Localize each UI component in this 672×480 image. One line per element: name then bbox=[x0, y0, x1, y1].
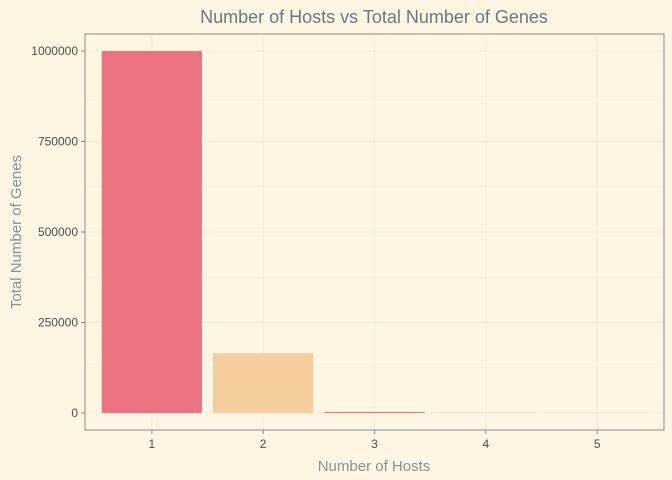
bar-1 bbox=[101, 51, 202, 413]
bars bbox=[101, 51, 648, 413]
x-axis-ticks: 1 2 3 4 5 bbox=[148, 430, 601, 451]
bar-2 bbox=[213, 353, 314, 413]
y-axis-ticks: 0 250000 500000 750000 1000000 bbox=[31, 44, 85, 420]
y-tick-label: 750000 bbox=[38, 135, 78, 149]
y-axis-title: Total Number of Genes bbox=[8, 155, 25, 309]
y-tick-label: 0 bbox=[71, 406, 78, 420]
x-tick-label: 1 bbox=[148, 437, 155, 451]
y-tick-label: 500000 bbox=[38, 225, 78, 239]
y-tick-label: 250000 bbox=[38, 315, 78, 329]
x-tick-label: 2 bbox=[260, 437, 267, 451]
x-tick-label: 3 bbox=[371, 437, 378, 451]
x-axis-title: Number of Hosts bbox=[318, 458, 431, 475]
chart-title: Number of Hosts vs Total Number of Genes bbox=[200, 7, 548, 27]
bar-3 bbox=[324, 411, 425, 413]
x-tick-label: 4 bbox=[483, 437, 490, 451]
x-tick-label: 5 bbox=[594, 437, 601, 451]
y-tick-label: 1000000 bbox=[31, 44, 78, 58]
